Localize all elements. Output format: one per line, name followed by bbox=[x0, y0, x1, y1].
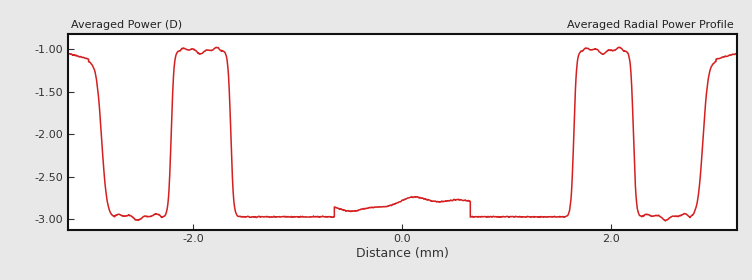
Text: Averaged Radial Power Profile: Averaged Radial Power Profile bbox=[567, 20, 734, 30]
Text: Averaged Power (D): Averaged Power (D) bbox=[71, 20, 182, 30]
X-axis label: Distance (mm): Distance (mm) bbox=[356, 247, 449, 260]
